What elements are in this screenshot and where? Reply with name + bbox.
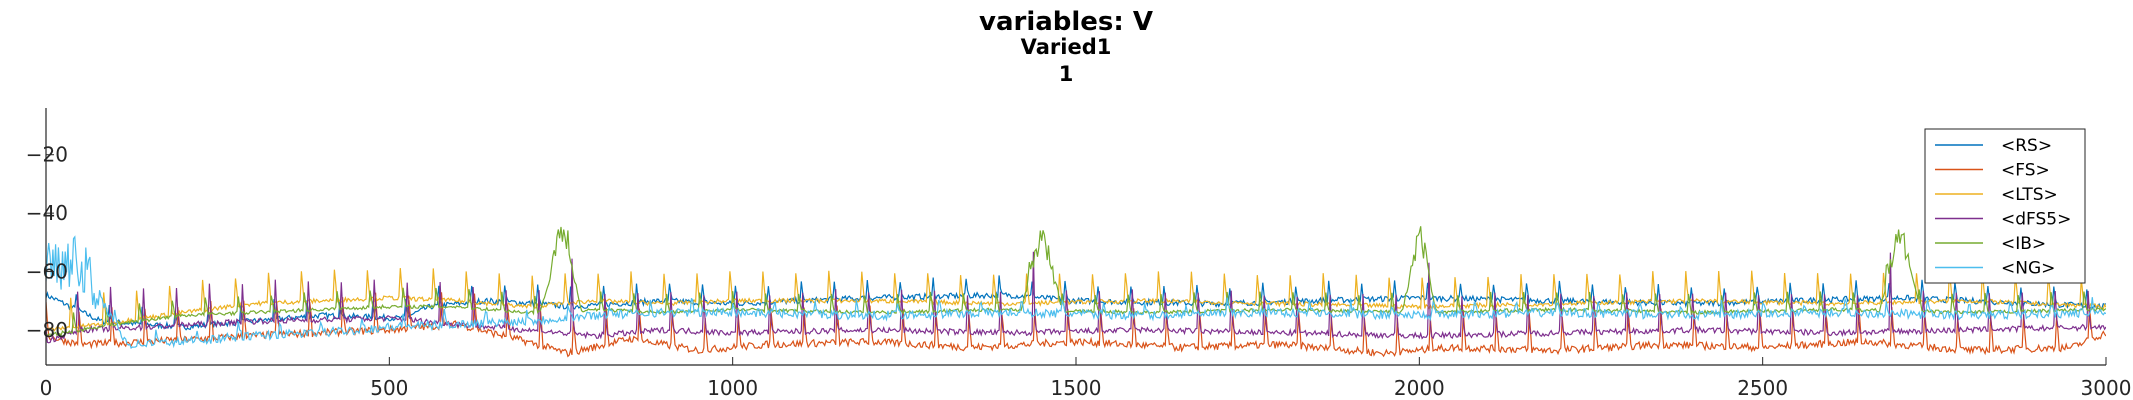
axes: 0 500 1000 1500 2000 2500 3000 −80 −60 −40 −20 (26, 108, 2132, 400)
x-tick-label: 2000 (1394, 376, 1445, 400)
chart-subtitle: Varied1 (1021, 35, 1112, 59)
legend-label: <LTS> (2001, 185, 2058, 205)
x-tick-label: 1500 (1051, 376, 1102, 400)
series-line-ib (46, 226, 2106, 337)
x-tick-label: 2500 (1737, 376, 1788, 400)
legend-label: <RS> (2001, 136, 2052, 156)
chart-subtitle-number: 1 (1059, 62, 1074, 86)
x-tick-label: 3000 (2081, 376, 2132, 400)
legend-label: <FS> (2001, 161, 2050, 181)
chart-title: variables: V (979, 7, 1153, 37)
series-line-dfs5 (46, 251, 2106, 344)
y-tick-label: −40 (26, 201, 68, 225)
y-tick-label: −20 (26, 143, 68, 167)
x-tick-label: 500 (370, 376, 408, 400)
series-layer (46, 226, 2106, 358)
legend-label: <NG> (2001, 259, 2055, 279)
legend-label: <IB> (2001, 234, 2046, 254)
series-line-ng (46, 235, 2106, 349)
y-tick-label: −80 (26, 318, 68, 342)
legend-label: <dFS5> (2001, 210, 2071, 230)
x-tick-label: 0 (40, 376, 53, 400)
y-tick-label: −60 (26, 260, 68, 284)
series-line-fs (46, 292, 2106, 358)
x-tick-label: 1000 (707, 376, 758, 400)
legend: <RS> <FS> <LTS> <dFS5> <IB> <NG> (1924, 128, 2086, 284)
series-line-rs (46, 275, 2106, 331)
legend-box (1924, 128, 2086, 284)
